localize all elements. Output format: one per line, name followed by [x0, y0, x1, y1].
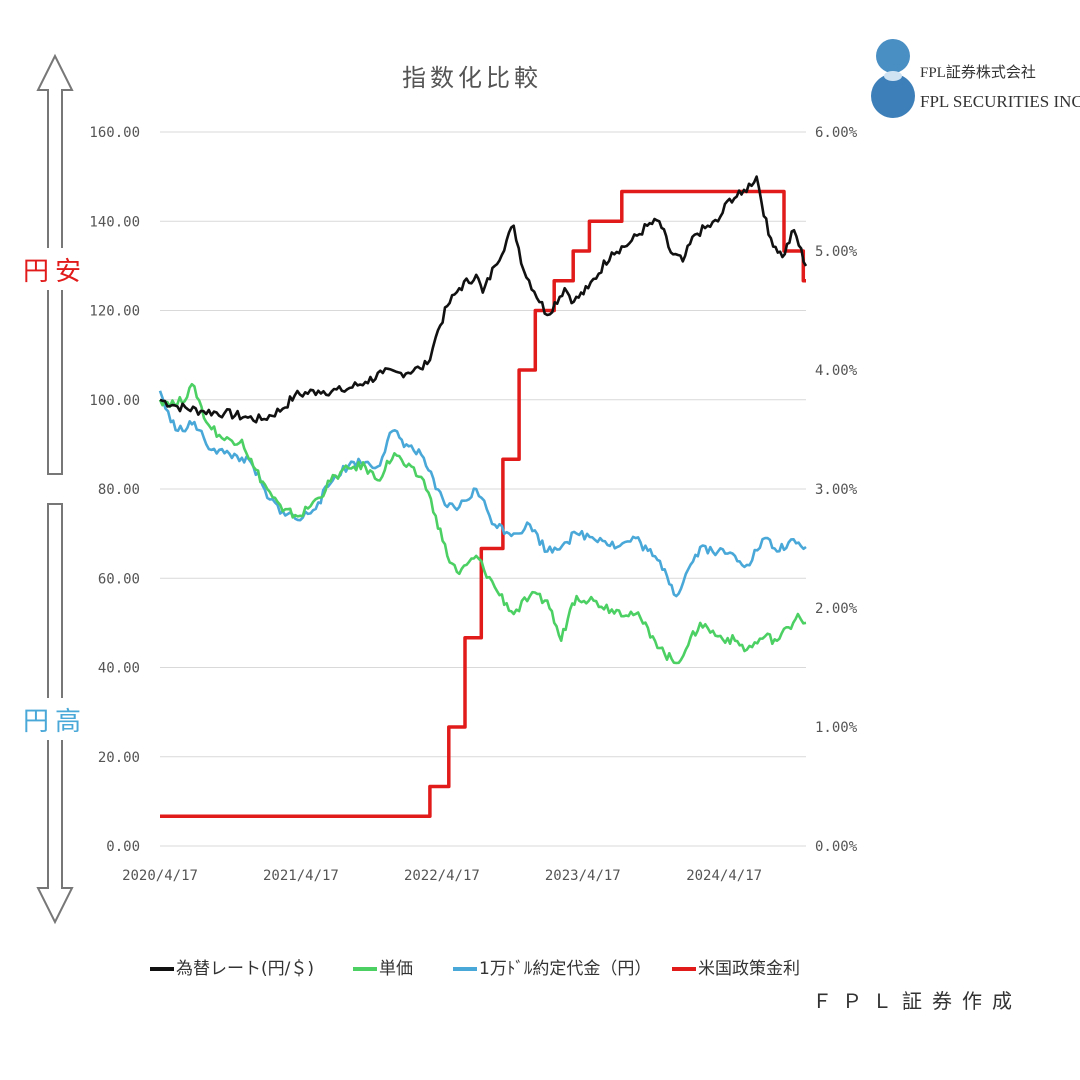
right-tick-label: 5.00%: [815, 244, 858, 260]
legend-label: 1万ﾄﾞﾙ約定代金（円）: [479, 959, 651, 979]
left-tick-label: 80.00: [98, 482, 140, 498]
x-tick-label: 2022/4/17: [404, 868, 480, 884]
left-tick-label: 160.00: [89, 125, 140, 141]
series-line-2: [158, 390, 807, 598]
x-tick-label: 2024/4/17: [686, 868, 762, 884]
left-tick-label: 120.00: [89, 304, 140, 320]
series-line-1: [158, 382, 807, 665]
yen-weak-arrow: [36, 53, 74, 475]
x-tick-label: 2023/4/17: [545, 868, 621, 884]
chart-title: 指数化比較: [402, 64, 542, 92]
right-tick-label: 2.00%: [815, 601, 858, 617]
yen-weak-label: 円安: [23, 257, 87, 287]
yen-strong-arrow: [36, 503, 74, 925]
credit-label: ＦＰＬ証券作成: [812, 989, 1022, 1013]
legend-label: 米国政策金利: [698, 959, 800, 979]
left-tick-label: 20.00: [98, 750, 140, 766]
grid-lines: [160, 131, 806, 847]
right-axis-ticks: 0.00% 1.00% 2.00% 3.00% 4.00% 5.00% 6.00%: [815, 125, 858, 855]
series-line-3: [160, 189, 806, 819]
right-tick-label: 0.00%: [815, 839, 858, 855]
left-tick-label: 60.00: [98, 571, 140, 587]
x-axis-ticks: 2020/4/17 2021/4/17 2022/4/17 2023/4/17 2024…: [122, 868, 762, 884]
x-tick-label: 2021/4/17: [263, 868, 339, 884]
series-lines: [158, 175, 808, 819]
right-tick-label: 3.00%: [815, 482, 858, 498]
legend: 為替レート(円/＄) 単価 1万ﾄﾞﾙ約定代金（円） 米国政策金利: [150, 959, 800, 979]
left-tick-label: 0.00: [106, 839, 140, 855]
right-tick-label: 6.00%: [815, 125, 858, 141]
right-tick-label: 4.00%: [815, 363, 858, 379]
legend-label: 為替レート(円/＄): [176, 959, 314, 979]
series-line-0: [159, 175, 808, 424]
logo-name-jp: FPL証券株式会社: [920, 64, 1036, 81]
yen-strong-label: 円高: [23, 707, 87, 737]
legend-label: 単価: [379, 959, 413, 979]
company-logo: FPL証券株式会社 FPL SECURITIES INC.: [871, 39, 1080, 118]
right-tick-label: 1.00%: [815, 720, 858, 736]
left-tick-label: 140.00: [89, 214, 140, 230]
logo-name-en: FPL SECURITIES INC.: [920, 92, 1080, 111]
left-axis-ticks: 0.00 20.00 40.00 60.00 80.00 100.00 120.00 140.…: [89, 125, 140, 855]
x-tick-label: 2020/4/17: [122, 868, 198, 884]
left-tick-label: 100.00: [89, 393, 140, 409]
left-tick-label: 40.00: [98, 661, 140, 677]
